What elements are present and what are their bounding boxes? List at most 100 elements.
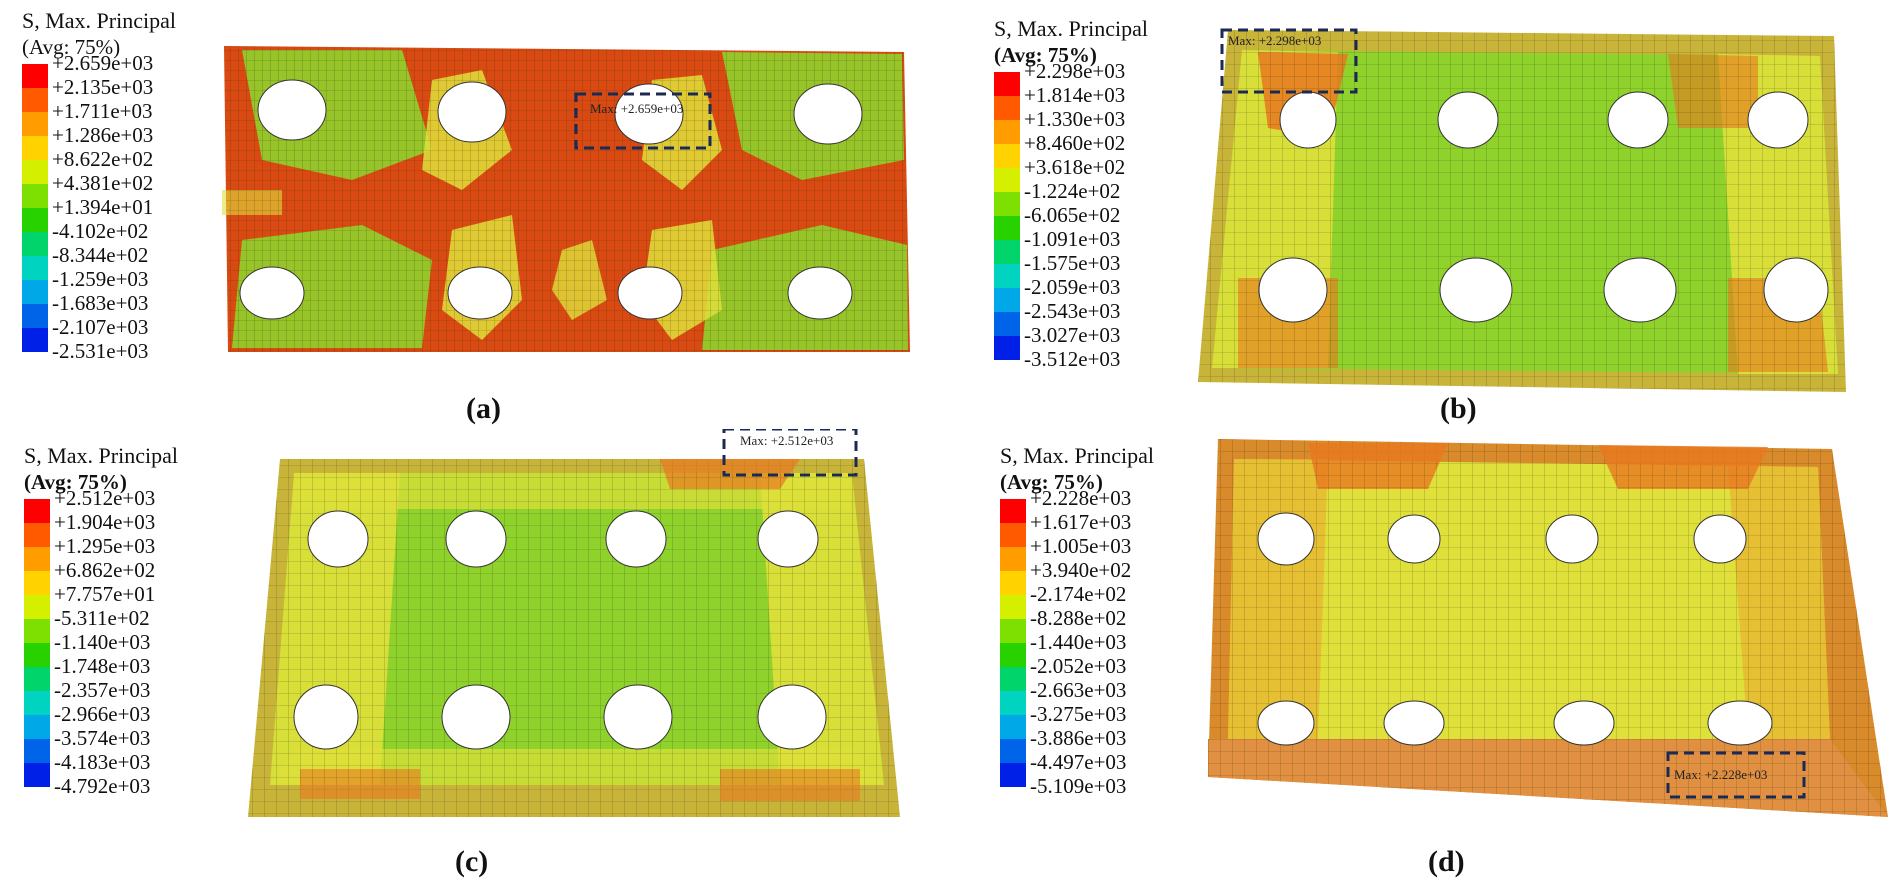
caption-a: (a): [466, 392, 501, 425]
color-band: [994, 120, 1020, 144]
color-band: [24, 667, 50, 691]
caption-c: (c): [455, 845, 489, 878]
legend-value: +7.757e+01: [54, 582, 156, 606]
legend-value: -5.311e+02: [54, 606, 150, 630]
legend: S, Max. Principal (Avg: 75%) +2.228e+03 +…: [1000, 443, 1230, 798]
color-bar: [994, 72, 1020, 360]
legend-value: +8.460e+02: [1024, 131, 1126, 155]
color-band: [24, 547, 50, 571]
fem-box-model: Max: +2.228e+03: [1208, 439, 1888, 817]
legend-value: +3.940e+02: [1030, 558, 1132, 582]
color-band: [22, 232, 48, 256]
color-band: [22, 64, 48, 88]
legend-value: -3.027e+03: [1024, 323, 1121, 347]
legend-value: +1.295e+03: [54, 534, 156, 558]
panel-c: S, Max. Principal (Avg: 75%) +2.512e+03 +…: [0, 429, 950, 886]
legend-value: -1.440e+03: [1030, 630, 1127, 654]
legend-value: -3.275e+03: [1030, 702, 1127, 726]
max-callout-label: Max: +2.659e+03: [590, 101, 683, 116]
legend-value: -8.344e+02: [52, 243, 149, 267]
color-band: [1000, 619, 1026, 643]
color-band: [1000, 571, 1026, 595]
legend-value: -1.748e+03: [54, 654, 151, 678]
color-band: [994, 288, 1020, 312]
color-band: [994, 312, 1020, 336]
legend-value: +4.381e+02: [52, 171, 154, 195]
color-band: [1000, 763, 1026, 787]
max-callout-label: Max: +2.512e+03: [740, 433, 833, 448]
legend: S, Max. Principal (Avg: 75%) +2.512e+03 +…: [24, 443, 254, 798]
legend-value: -1.224e+02: [1024, 179, 1121, 203]
legend-value: +2.135e+03: [52, 75, 154, 99]
color-band: [22, 184, 48, 208]
color-band: [24, 691, 50, 715]
max-callout-box: [574, 92, 712, 150]
legend-value: -1.091e+03: [1024, 227, 1121, 251]
legend-value: +1.904e+03: [54, 510, 156, 534]
legend-value: -2.059e+03: [1024, 275, 1121, 299]
color-band: [1000, 691, 1026, 715]
color-band: [24, 643, 50, 667]
legend-value: -4.792e+03: [54, 774, 151, 798]
legend-value: +1.286e+03: [52, 123, 154, 147]
legend-value: -5.109e+03: [1030, 774, 1127, 798]
legend-value: -2.543e+03: [1024, 299, 1121, 323]
legend-value: +3.618e+02: [1024, 155, 1126, 179]
fem-plate-model: Max: +2.659e+03: [222, 46, 910, 352]
color-band: [994, 192, 1020, 216]
legend-title: S, Max. Principal: [24, 443, 178, 468]
legend-value: +1.711e+03: [52, 99, 153, 123]
color-band: [24, 619, 50, 643]
max-callout-box: [722, 429, 858, 477]
color-band: [1000, 547, 1026, 571]
legend-value: -1.259e+03: [52, 267, 149, 291]
color-band: [1000, 739, 1026, 763]
color-band: [994, 72, 1020, 96]
panel-d: S, Max. Principal (Avg: 75%) +2.228e+03 +…: [950, 439, 1900, 886]
max-callout-box: [1666, 751, 1806, 799]
max-callout-label: Max: +2.228e+03: [1674, 767, 1767, 782]
legend-value: +2.228e+03: [1030, 486, 1132, 510]
legend-value: -1.140e+03: [54, 630, 151, 654]
legend-value: -3.512e+03: [1024, 347, 1121, 371]
color-band: [24, 739, 50, 763]
legend-value: +1.394e+01: [52, 195, 154, 219]
color-band: [1000, 715, 1026, 739]
color-band: [22, 112, 48, 136]
color-band: [22, 280, 48, 304]
color-band: [994, 264, 1020, 288]
color-band: [22, 328, 48, 352]
color-band: [994, 144, 1020, 168]
legend-value: -4.497e+03: [1030, 750, 1127, 774]
legend-values: +2.228e+03 +1.617e+03 +1.005e+03 +3.940e+02…: [1030, 486, 1131, 798]
legend-value: +1.005e+03: [1030, 534, 1132, 558]
legend: S, Max. Principal (Avg: 75%) +2.659e+03 +…: [22, 8, 252, 363]
color-band: [24, 763, 50, 787]
legend-value: -4.183e+03: [54, 750, 151, 774]
color-band: [994, 216, 1020, 240]
legend-avg: (Avg: 75%): [22, 35, 121, 59]
color-band: [1000, 643, 1026, 667]
color-band: [22, 160, 48, 184]
legend-values: +2.298e+03 +1.814e+03 +1.330e+03 +8.460e+02…: [1024, 59, 1125, 371]
legend-value: -8.288e+02: [1030, 606, 1127, 630]
legend: S, Max. Principal (Avg: 75%) +2.298e+03 +…: [994, 16, 1224, 371]
color-band: [24, 595, 50, 619]
caption-d: (d): [1428, 845, 1465, 878]
color-bar: [24, 499, 50, 787]
legend-value: -1.575e+03: [1024, 251, 1121, 275]
legend-value: -2.531e+03: [52, 339, 149, 363]
color-band: [24, 499, 50, 523]
legend-title: S, Max. Principal: [22, 8, 176, 33]
color-bar: [1000, 499, 1026, 787]
color-band: [24, 571, 50, 595]
color-band: [1000, 667, 1026, 691]
legend-title: S, Max. Principal: [1000, 443, 1154, 468]
max-callout-label: Max: +2.298e+03: [1228, 33, 1321, 48]
color-band: [24, 715, 50, 739]
max-callout-box: [1220, 28, 1358, 94]
color-band: [24, 523, 50, 547]
color-band: [1000, 523, 1026, 547]
fem-box-model: Max: +2.298e+03: [1198, 28, 1846, 392]
legend-value: +2.298e+03: [1024, 59, 1126, 83]
